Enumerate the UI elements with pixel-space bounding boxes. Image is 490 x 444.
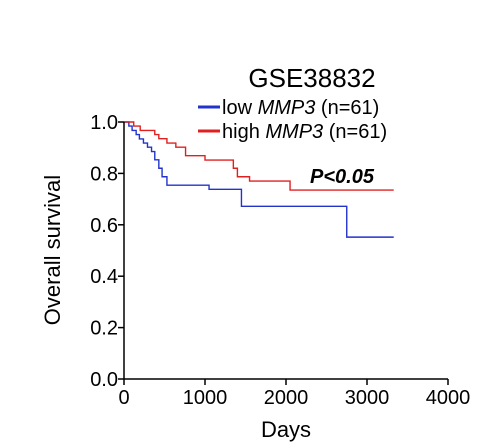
legend-label: low MMP3 (n=61) xyxy=(222,97,379,119)
legend-label: high MMP3 (n=61) xyxy=(222,121,387,143)
legend: low MMP3 (n=61)high MMP3 (n=61) xyxy=(198,97,387,143)
series-layer xyxy=(124,121,394,238)
series-line-low xyxy=(124,121,394,238)
p-value-annotation: P<0.05 xyxy=(310,166,375,188)
y-tick-label: 0.0 xyxy=(90,369,118,391)
x-tick-label: 1000 xyxy=(183,387,228,409)
x-ticks: 0 1000 2000 3000 4000 xyxy=(118,379,470,409)
y-tick-label: 0.2 xyxy=(90,318,118,340)
x-tick-label: 2000 xyxy=(264,387,309,409)
legend-label-count: (n=61) xyxy=(323,121,387,143)
legend-label-prefix: high xyxy=(222,121,265,143)
x-tick-label: 3000 xyxy=(345,387,390,409)
legend-label-gene: MMP3 xyxy=(258,97,316,119)
x-tick-label: 4000 xyxy=(426,387,471,409)
x-tick-label: 0 xyxy=(118,387,129,409)
y-tick-label: 0.6 xyxy=(90,215,118,237)
x-axis-title: Days xyxy=(261,417,311,442)
y-tick-label: 0.8 xyxy=(90,163,118,185)
series-line-high xyxy=(124,121,394,191)
chart-title: GSE38832 xyxy=(248,63,375,93)
y-tick-label: 0.4 xyxy=(90,266,118,288)
y-tick-label: 1.0 xyxy=(90,112,118,134)
legend-label-count: (n=61) xyxy=(315,97,379,119)
y-axis-title: Overall survival xyxy=(40,175,65,325)
legend-label-gene: MMP3 xyxy=(265,121,323,143)
y-ticks: 0.0 0.2 0.4 0.6 0.8 1.0 xyxy=(90,112,124,391)
legend-label-prefix: low xyxy=(222,97,258,119)
